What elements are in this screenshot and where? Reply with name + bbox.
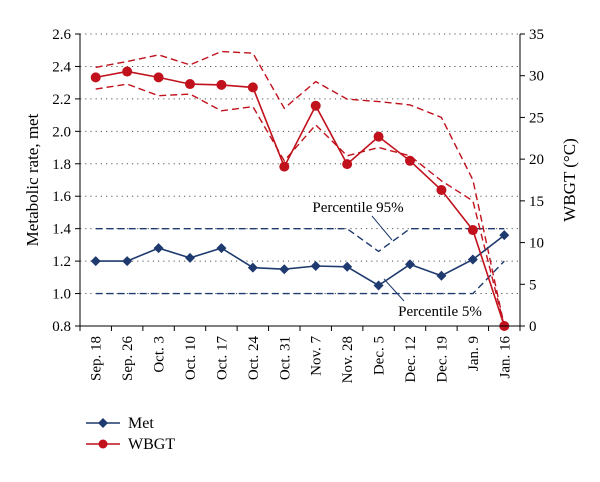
point-wbgt-0 [90,72,101,83]
x-tick-label-13: Jan. 16 [497,336,513,379]
right-tick-labels: 0 5 10 15 20 25 30 35 [520,27,544,335]
y2-axis-label: WBGT (°C) [560,138,579,221]
left-tick-label-5: 1.8 [52,157,71,173]
axes [79,34,521,327]
point-met-9 [373,280,384,291]
annotation-percentile-95: Percentile 95% [312,200,403,216]
point-wbgt-5 [247,82,258,93]
percentile-bands [95,50,505,327]
point-wbgt-12 [467,225,478,236]
left-tick-label-1: 1.0 [52,287,71,303]
x-tick-label-7: Nov. 7 [309,336,325,376]
legend-met-swatch-marker [98,418,108,428]
x-tick-label-6: Oct. 31 [277,336,293,380]
left-tick-label-3: 1.4 [52,222,71,238]
right-tick-label-3: 15 [529,194,544,210]
point-wbgt-6 [279,161,290,172]
wbgt-percentile-95-line [95,50,505,327]
legend-wbgt-swatch-marker [98,439,108,449]
point-wbgt-3 [185,79,195,90]
point-wbgt-7 [310,100,321,111]
point-wbgt-8 [342,159,353,170]
legend-item-met: Met [86,415,154,432]
left-tick-label-0: 0.8 [52,319,71,335]
met-percentile-95-line [95,228,505,253]
point-wbgt-11 [436,185,447,196]
left-tick-label-6: 2.0 [52,124,71,140]
legend-wbgt-label: WBGT [128,436,175,453]
x-tick-label-12: Jan. 9 [466,336,482,371]
annotation-percentile-5: Percentile 5% [398,304,482,320]
point-wbgt-9 [373,131,384,142]
legend-met-label: Met [128,415,154,432]
x-tick-label-0: Sep. 18 [89,336,105,381]
point-wbgt-2 [153,72,164,83]
x-tick-label-8: Nov. 28 [340,336,356,383]
point-met-2 [153,243,164,254]
right-tick-label-1: 5 [529,277,537,293]
point-met-3 [185,252,195,263]
x-tick-label-1: Sep. 26 [120,336,136,382]
left-tick-label-7: 2.2 [52,92,71,108]
point-met-10 [405,259,415,270]
point-met-7 [310,260,321,271]
point-met-4 [216,243,227,254]
y-axis-label: Metabolic rate, met [23,113,42,246]
point-met-8 [342,261,353,272]
point-met-11 [436,270,447,281]
point-wbgt-4 [216,79,227,90]
legend: Met WBGT [86,415,175,453]
annotation-5-leader [383,278,405,302]
x-tick-label-10: Dec. 12 [403,336,419,383]
point-met-12 [467,254,478,265]
x-tick-label-9: Dec. 5 [372,336,388,375]
right-tick-label-5: 25 [529,110,544,126]
annotation-95-leader [371,215,393,241]
series-lines [95,70,506,327]
left-tick-label-9: 2.6 [52,27,71,43]
right-tick-label-2: 10 [529,236,544,252]
right-tick-label-4: 20 [529,152,544,168]
x-tick-label-4: Oct. 17 [214,336,230,381]
point-wbgt-10 [405,155,415,166]
point-met-13 [499,230,510,241]
point-met-6 [279,264,290,275]
gridlines [80,33,520,295]
point-met-0 [90,256,101,267]
right-tick-label-6: 30 [529,69,544,85]
series-markers [90,66,510,331]
x-tick-label-5: Oct. 24 [246,336,262,381]
legend-item-wbgt: WBGT [86,436,175,453]
point-met-1 [122,256,133,267]
x-tick-labels: Sep. 18 Sep. 26 Oct. 3 Oct. 10 Oct. 17 Oct. 2… [79,326,521,383]
series-line-wbgt [95,70,506,327]
x-tick-label-3: Oct. 10 [183,336,199,380]
x-tick-label-11: Dec. 19 [434,336,450,383]
left-tick-labels: 0.8 1.0 1.2 1.4 1.6 1.8 2.0 2.2 2.4 2.6 [52,27,80,335]
series-line-met [95,234,505,287]
left-tick-label-4: 1.6 [52,189,71,205]
point-wbgt-1 [122,66,133,77]
x-tick-label-2: Oct. 3 [152,336,168,373]
point-met-5 [247,262,258,273]
left-tick-label-8: 2.4 [52,59,71,75]
right-tick-label-0: 0 [529,319,537,335]
met-percentile-5-line [95,260,505,295]
left-tick-label-2: 1.2 [52,254,71,270]
right-tick-label-7: 35 [529,27,544,43]
wbgt-percentile-5-line [95,83,505,327]
